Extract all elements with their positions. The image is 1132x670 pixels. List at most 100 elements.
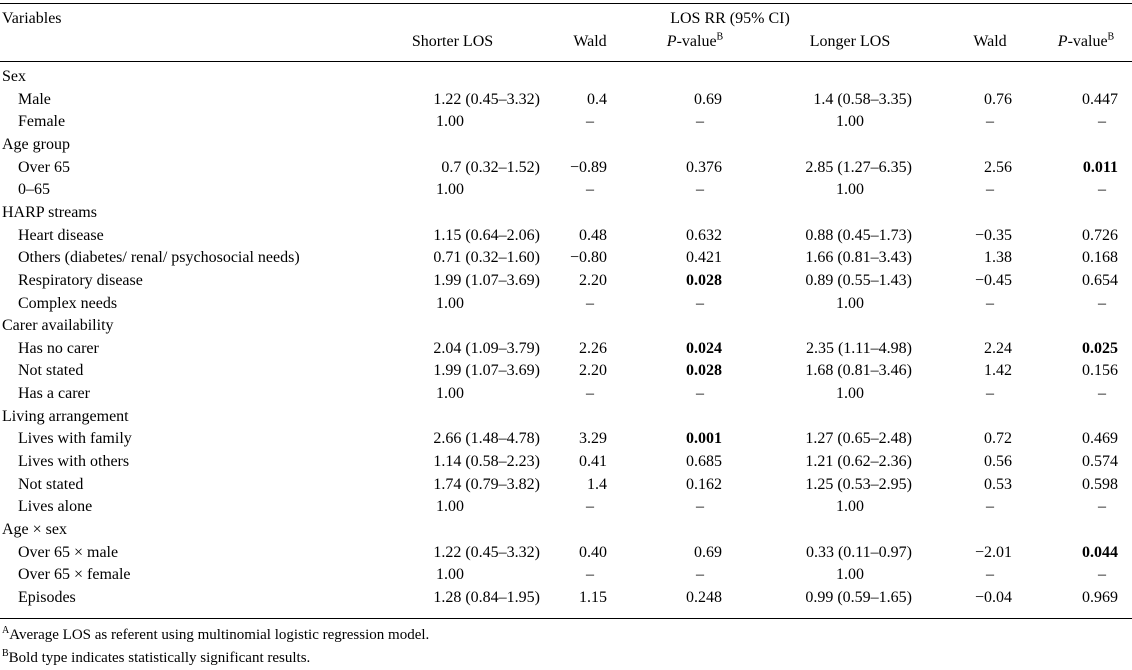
row-label: Not stated	[18, 362, 84, 379]
footnote-a-text: Average LOS as referent using multinomia…	[9, 627, 430, 643]
cell-shorter-los: 1.00	[436, 295, 464, 312]
row-label: Over 65	[18, 159, 70, 176]
cell-pvalue-shorter: –	[696, 385, 704, 402]
cell-wald-shorter: –	[586, 295, 594, 312]
cell-shorter-los: 0.7 (0.32–1.52)	[441, 159, 540, 176]
cell-wald-longer: 0.56	[984, 453, 1012, 470]
row-label: Lives with family	[18, 430, 132, 447]
cell-wald-longer: 0.72	[984, 430, 1012, 447]
group-label: Age group	[2, 136, 70, 153]
group-label: HARP streams	[2, 204, 97, 221]
cell-pvalue-shorter: 0.685	[686, 453, 722, 470]
cell-longer-los: 2.85 (1.27–6.35)	[805, 159, 912, 176]
cell-wald-longer: −0.04	[974, 589, 1012, 606]
cell-wald-shorter: 2.20	[579, 272, 607, 289]
cell-shorter-los: 1.22 (0.45–3.32)	[433, 544, 540, 561]
group-label: Living arrangement	[2, 408, 129, 425]
group-label: Age × sex	[2, 521, 68, 538]
cell-wald-shorter: 1.15	[579, 589, 607, 606]
cell-pvalue-shorter: 0.028	[686, 362, 722, 379]
cell-wald-longer: 1.38	[984, 249, 1012, 266]
cell-wald-longer: −0.35	[974, 227, 1012, 244]
cell-pvalue-shorter: 0.024	[686, 340, 722, 357]
row-label: Complex needs	[18, 295, 118, 312]
cell-longer-los: 1.00	[836, 385, 864, 402]
row-label: Male	[18, 91, 51, 108]
header-pvalue-shorter: P-valueB	[645, 32, 745, 52]
header-p-sup: B	[716, 31, 724, 43]
footnote-b-text: Bold type indicates statistically signif…	[8, 650, 311, 666]
cell-longer-los: 0.99 (0.59–1.65)	[805, 589, 912, 606]
cell-longer-los: 0.88 (0.45–1.73)	[805, 227, 912, 244]
cell-shorter-los: 1.99 (1.07–3.69)	[433, 272, 540, 289]
cell-pvalue-longer: –	[1098, 113, 1106, 130]
cell-pvalue-shorter: 0.421	[686, 249, 722, 266]
cell-pvalue-longer: –	[1098, 566, 1106, 583]
cell-pvalue-longer: 0.969	[1082, 589, 1118, 606]
cell-shorter-los: 1.00	[436, 385, 464, 402]
cell-wald-shorter: 2.20	[579, 362, 607, 379]
cell-wald-longer: 1.42	[984, 362, 1012, 379]
cell-wald-shorter: 0.48	[579, 227, 607, 244]
row-label: Over 65 × male	[18, 544, 119, 561]
header-p-italic: P	[666, 33, 677, 50]
cell-wald-shorter: –	[586, 566, 594, 583]
cell-pvalue-shorter: –	[696, 498, 704, 515]
cell-longer-los: 1.25 (0.53–2.95)	[805, 476, 912, 493]
cell-pvalue-longer: –	[1098, 498, 1106, 515]
bottom-rule	[0, 618, 1132, 619]
row-label: Lives alone	[18, 498, 93, 515]
cell-longer-los: 1.66 (0.81–3.43)	[805, 249, 912, 266]
cell-wald-shorter: –	[586, 181, 594, 198]
cell-wald-longer: 2.56	[984, 159, 1012, 176]
cell-shorter-los: 2.04 (1.09–3.79)	[433, 340, 540, 357]
cell-pvalue-longer: –	[1098, 385, 1106, 402]
cell-longer-los: 0.89 (0.55–1.43)	[805, 272, 912, 289]
cell-longer-los: 1.4 (0.58–3.35)	[813, 91, 912, 108]
cell-shorter-los: 0.71 (0.32–1.60)	[433, 249, 540, 266]
cell-longer-los: 1.27 (0.65–2.48)	[805, 430, 912, 447]
cell-pvalue-shorter: –	[696, 113, 704, 130]
cell-wald-shorter: –	[586, 498, 594, 515]
header-pvalue-longer: P-valueB	[1040, 32, 1132, 52]
footnote-b-marker: B	[2, 648, 9, 659]
cell-pvalue-shorter: 0.028	[686, 272, 722, 289]
cell-wald-longer: –	[986, 181, 994, 198]
row-label: Episodes	[18, 589, 76, 606]
cell-shorter-los: 1.15 (0.64–2.06)	[433, 227, 540, 244]
cell-pvalue-shorter: –	[696, 295, 704, 312]
row-label: 0–65	[18, 181, 50, 198]
cell-shorter-los: 1.00	[436, 566, 464, 583]
cell-pvalue-longer: 0.447	[1082, 91, 1118, 108]
row-label: Has no carer	[18, 340, 99, 357]
cell-shorter-los: 2.66 (1.48–4.78)	[433, 430, 540, 447]
row-label: Female	[18, 113, 66, 130]
group-label: Sex	[2, 68, 26, 85]
cell-shorter-los: 1.74 (0.79–3.82)	[433, 476, 540, 493]
header-rule	[0, 61, 1132, 62]
cell-wald-longer: –	[986, 498, 994, 515]
cell-wald-shorter: 3.29	[579, 430, 607, 447]
cell-longer-los: 1.00	[836, 181, 864, 198]
cell-pvalue-longer: 0.168	[1082, 249, 1118, 266]
cell-longer-los: 1.21 (0.62–2.36)	[805, 453, 912, 470]
header-shorter-los: Shorter LOS	[411, 33, 494, 50]
cell-wald-shorter: 1.4	[587, 476, 607, 493]
cell-wald-longer: 0.53	[984, 476, 1012, 493]
cell-pvalue-shorter: 0.376	[686, 159, 722, 176]
header-p-rest: -value	[676, 33, 717, 50]
cell-pvalue-shorter: 0.248	[686, 589, 722, 606]
cell-wald-longer: –	[986, 113, 994, 130]
footnote-a-marker: A	[2, 625, 10, 636]
header-wald-shorter: Wald	[573, 33, 607, 50]
group-label: Carer availability	[2, 317, 114, 334]
cell-wald-longer: –	[986, 385, 994, 402]
row-label: Lives with others	[18, 453, 130, 470]
cell-pvalue-shorter: 0.69	[694, 91, 722, 108]
cell-wald-shorter: –	[586, 113, 594, 130]
cell-pvalue-longer: 0.156	[1082, 362, 1118, 379]
header-longer-los: Longer LOS	[809, 33, 891, 50]
cell-longer-los: 1.00	[836, 498, 864, 515]
cell-wald-longer: 2.24	[984, 340, 1012, 357]
row-label: Has a carer	[18, 385, 90, 402]
